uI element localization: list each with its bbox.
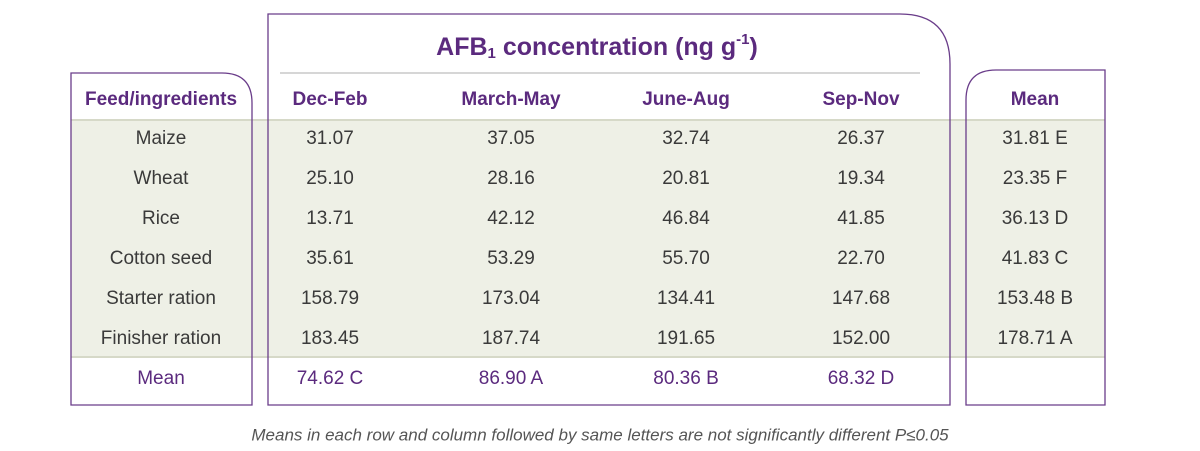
cell: 173.04 (482, 288, 541, 309)
mean-cell: Mean (137, 368, 185, 389)
cell: 187.74 (482, 328, 541, 349)
title-text: concentration (ng g (496, 33, 736, 61)
column-header: Sep-Nov (822, 89, 900, 110)
cell: 35.61 (306, 248, 354, 269)
mean-cell: 86.90 A (479, 368, 544, 389)
row-label: Cotton seed (110, 248, 212, 269)
row-label: Maize (136, 128, 187, 149)
row-band (71, 120, 1105, 357)
cell: 22.70 (837, 248, 885, 269)
column-header: March-May (461, 89, 561, 110)
cell: 134.41 (657, 288, 715, 309)
cell: 153.48 B (997, 288, 1073, 309)
cell: 20.81 (662, 168, 710, 189)
cell: 31.81 E (1002, 128, 1068, 149)
cell: 55.70 (662, 248, 710, 269)
column-header: Dec-Feb (293, 89, 368, 110)
cell: 158.79 (301, 288, 359, 309)
table-title: AFB1 concentration (ng g-1) (436, 31, 758, 62)
cell: 25.10 (306, 168, 354, 189)
cell: 42.12 (487, 208, 535, 229)
cell: 28.16 (487, 168, 535, 189)
cell: 31.07 (306, 128, 354, 149)
mean-cell: 74.62 C (297, 368, 364, 389)
row-label: Rice (142, 208, 180, 229)
title-sub: 1 (488, 45, 496, 62)
cell: 152.00 (832, 328, 890, 349)
cell: 37.05 (487, 128, 535, 149)
title-text: AFB (436, 33, 487, 61)
cell: 46.84 (662, 208, 710, 229)
row-label: Wheat (134, 168, 190, 189)
cell: 41.85 (837, 208, 885, 229)
title-sup: -1 (736, 31, 749, 48)
cell: 32.74 (662, 128, 710, 149)
mean-cell: 68.32 D (828, 368, 895, 389)
cell: 183.45 (301, 328, 359, 349)
title-text: ) (750, 33, 758, 61)
cell: 13.71 (306, 208, 354, 229)
cell: 41.83 C (1002, 248, 1069, 269)
column-header: Mean (1011, 89, 1060, 110)
cell: 147.68 (832, 288, 890, 309)
left-box (70, 72, 253, 406)
cell: 19.34 (837, 168, 885, 189)
row-label: Finisher ration (101, 328, 221, 349)
cell: 36.13 D (1002, 208, 1069, 229)
footnote: Means in each row and column followed by… (251, 425, 949, 444)
cell: 53.29 (487, 248, 535, 269)
cell: 178.71 A (997, 328, 1072, 349)
right-box (965, 69, 1106, 406)
column-header: Feed/ingredients (85, 89, 237, 110)
cell: 26.37 (837, 128, 885, 149)
mean-cell: 80.36 B (653, 368, 719, 389)
cell: 191.65 (657, 328, 715, 349)
row-label: Starter ration (106, 288, 216, 309)
column-header: June-Aug (642, 89, 730, 110)
middle-box (267, 13, 951, 406)
cell: 23.35 F (1003, 168, 1067, 189)
